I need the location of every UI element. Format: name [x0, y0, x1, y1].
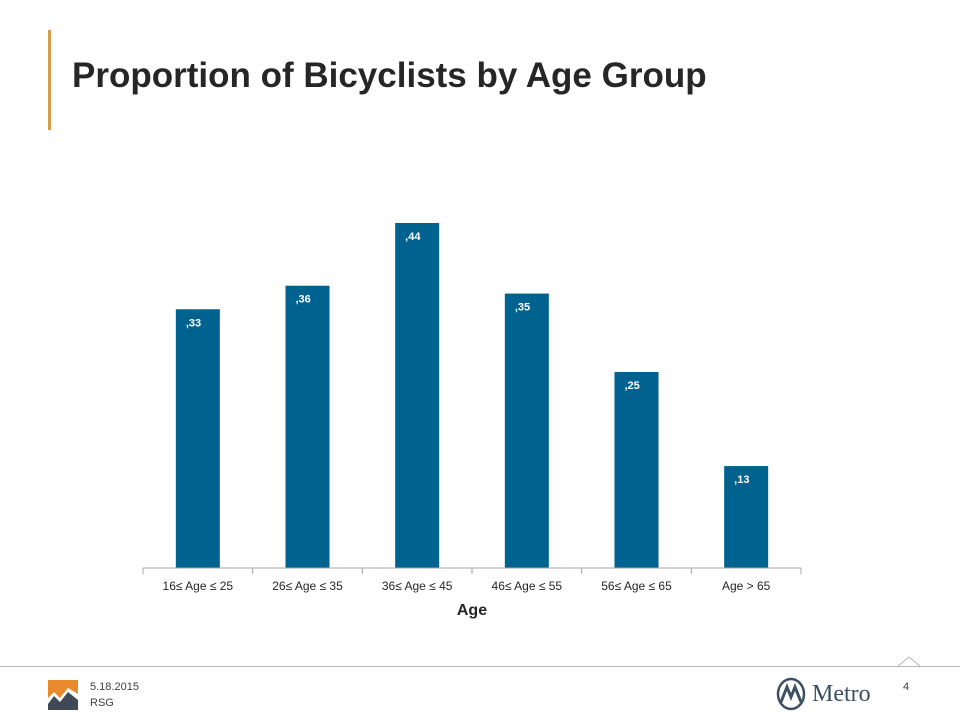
rsg-logo-icon: [46, 676, 80, 712]
metro-wordmark: Metro: [812, 680, 871, 707]
footer-org: RSG: [90, 697, 114, 709]
bar-5: [614, 371, 659, 568]
footer-notch: [898, 656, 920, 667]
x-axis-ticks: [142, 568, 802, 574]
category-label-3: 36≤ Age ≤ 45: [382, 579, 453, 593]
slide-title: Proportion of Bicyclists by Age Group: [72, 56, 707, 95]
bar-2: [285, 285, 330, 568]
metro-logo-icon: [776, 677, 806, 711]
bar-value-label-4: ,35: [515, 302, 530, 314]
category-label-4: 46≤ Age ≤ 55: [492, 579, 563, 593]
page-number: 4: [903, 681, 910, 693]
bar-value-label-5: ,25: [625, 380, 640, 392]
category-label-5: 56≤ Age ≤ 65: [601, 579, 672, 593]
bar-6: [724, 466, 769, 568]
footer-divider: [0, 666, 960, 667]
category-label-1: 16≤ Age ≤ 25: [163, 579, 234, 593]
category-label-6: Age > 65: [722, 579, 771, 593]
bar-1: [175, 309, 220, 568]
bar-3: [395, 223, 440, 568]
x-axis-title: Age: [457, 602, 487, 619]
chart-data-labels: ,33 ,36 ,44 ,35 ,25 ,13: [186, 231, 750, 486]
x-axis-tick-labels: 16≤ Age ≤ 25 26≤ Age ≤ 35 36≤ Age ≤ 45 46≤ …: [163, 579, 771, 593]
metro-logo: Metro: [776, 676, 876, 712]
title-accent-bar: [48, 30, 51, 130]
category-label-2: 26≤ Age ≤ 35: [272, 579, 343, 593]
bar-chart: ,33 ,36 ,44 ,35 ,25 ,13 16≤ Age ≤ 25 26≤ Age ≤…: [142, 223, 802, 619]
bar-value-label-2: ,36: [296, 294, 311, 306]
bar-value-label-3: ,44: [405, 231, 421, 243]
footer-date: 5.18.2015: [90, 681, 139, 693]
bar-value-label-6: ,13: [734, 474, 749, 486]
bar-4: [504, 293, 549, 568]
bar-value-label-1: ,33: [186, 317, 201, 329]
chart-bars: [175, 223, 769, 568]
